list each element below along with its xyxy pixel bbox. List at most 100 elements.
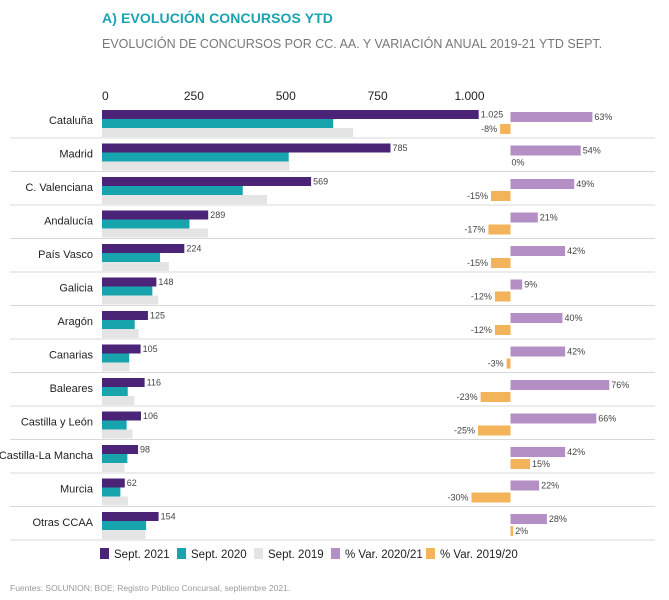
var-2020-21-bar: [510, 514, 547, 524]
bar-sept-2021: [102, 277, 157, 287]
legend-swatch: [426, 548, 435, 559]
bar-sept-2021: [102, 210, 209, 220]
var-2019-20-bar: [500, 124, 511, 134]
var-2019-20-label: 0%: [512, 158, 525, 168]
var-2020-21-label: 54%: [583, 146, 601, 156]
bar-sept-2020: [102, 487, 121, 497]
bar-sept-2021: [102, 445, 139, 454]
bar-sept-2020: [102, 420, 127, 430]
chart-title: A) EVOLUCIÓN CONCURSOS YTD: [102, 10, 334, 26]
bar-sept-2020: [102, 219, 190, 229]
bar-value-label: 224: [186, 244, 201, 254]
bar-sept-2021: [102, 177, 312, 186]
bar-value-label: 62: [127, 478, 137, 488]
bar-value-label: 98: [140, 445, 150, 455]
legend-label: Sept. 2021: [114, 549, 170, 561]
bar-sept-2021: [102, 311, 148, 320]
bar-sept-2019: [102, 329, 139, 338]
bar-sept-2020: [102, 286, 153, 296]
bar-sept-2021: [102, 143, 391, 153]
var-2020-21-label: 76%: [611, 380, 629, 390]
var-2019-20-label: -25%: [454, 426, 475, 436]
var-2020-21-bar: [510, 447, 566, 457]
var-2019-20-bar: [491, 258, 511, 268]
var-2020-21-bar: [510, 145, 581, 156]
bar-value-label: 1.025: [481, 110, 504, 120]
var-2019-20-label: -17%: [464, 225, 485, 235]
bar-sept-2019: [102, 463, 125, 472]
bar-sept-2020: [102, 152, 289, 162]
var-2020-21-label: 63%: [594, 112, 612, 122]
x-tick-label: 250: [184, 89, 204, 103]
bar-value-label: 105: [143, 344, 158, 354]
legend-swatch: [331, 548, 340, 559]
var-2019-20-label: -8%: [481, 124, 497, 134]
bar-value-label: 116: [147, 378, 161, 388]
bar-value-label: 569: [313, 177, 328, 187]
var-2019-20-bar: [494, 291, 511, 302]
bar-sept-2020: [102, 253, 161, 262]
category-label: Cataluña: [49, 115, 94, 127]
var-2020-21-label: 21%: [540, 213, 558, 223]
bar-sept-2020: [102, 387, 128, 396]
source-note: Fuentes: SOLUNION; BOE; Registro Público…: [10, 583, 291, 593]
var-2020-21-bar: [510, 480, 540, 491]
var-2020-21-label: 40%: [565, 313, 583, 323]
var-2019-20-bar: [494, 325, 511, 335]
category-label: Galicia: [59, 283, 94, 295]
bar-sept-2020: [102, 320, 135, 329]
var-2019-20-label: -15%: [467, 258, 488, 268]
var-2020-21-bar: [510, 179, 575, 189]
var-2019-20-label: 15%: [532, 459, 550, 469]
var-2020-21-bar: [510, 346, 566, 357]
bar-sept-2019: [102, 530, 146, 539]
var-2019-20-bar: [510, 459, 530, 469]
category-label: Castilla-La Mancha: [0, 450, 94, 462]
bar-value-label: 148: [158, 277, 173, 287]
legend-label: Sept. 2019: [268, 549, 324, 561]
bar-value-label: 289: [210, 210, 225, 220]
var-2020-21-bar: [510, 246, 566, 256]
bar-value-label: 106: [143, 411, 158, 421]
bar-sept-2021: [102, 411, 141, 421]
bar-sept-2019: [102, 362, 130, 372]
bar-value-label: 785: [392, 143, 407, 153]
var-2020-21-label: 42%: [567, 246, 585, 256]
bar-sept-2019: [102, 295, 159, 305]
bar-sept-2021: [102, 344, 141, 354]
bar-sept-2019: [102, 496, 129, 506]
bar-sept-2021: [102, 244, 185, 253]
legend-label: Sept. 2020: [191, 549, 247, 561]
category-label: Andalucía: [44, 216, 94, 228]
x-tick-label: 750: [368, 89, 388, 103]
var-2019-20-bar: [480, 392, 511, 402]
var-2020-21-bar: [510, 279, 523, 290]
var-2020-21-bar: [510, 112, 593, 122]
var-2019-20-bar: [478, 425, 511, 436]
x-tick-label: 500: [276, 89, 296, 103]
legend-swatch: [254, 548, 263, 559]
var-2020-21-label: 42%: [567, 447, 585, 457]
var-2019-20-bar: [471, 492, 511, 503]
var-2019-20-bar: [491, 191, 511, 201]
category-label: C. Valenciana: [25, 182, 94, 194]
var-2019-20-label: -30%: [447, 493, 468, 503]
var-2020-21-label: 66%: [598, 414, 616, 424]
bar-sept-2021: [102, 110, 479, 119]
var-2019-20-label: -23%: [457, 392, 478, 402]
bar-sept-2020: [102, 119, 334, 128]
var-2019-20-label: 2%: [515, 526, 528, 536]
bar-sept-2019: [102, 161, 290, 171]
bar-sept-2020: [102, 521, 147, 530]
var-2020-21-bar: [510, 380, 610, 390]
bar-sept-2021: [102, 512, 159, 521]
bar-sept-2019: [102, 195, 268, 204]
legend-label: % Var. 2020/21: [345, 549, 423, 561]
var-2020-21-label: 49%: [576, 179, 594, 189]
chart-subtitle: EVOLUCIÓN DE CONCURSOS POR CC. AA. Y VAR…: [102, 37, 603, 51]
bar-sept-2019: [102, 128, 354, 137]
var-2020-21-bar: [510, 313, 563, 323]
category-label: Madrid: [59, 149, 93, 161]
